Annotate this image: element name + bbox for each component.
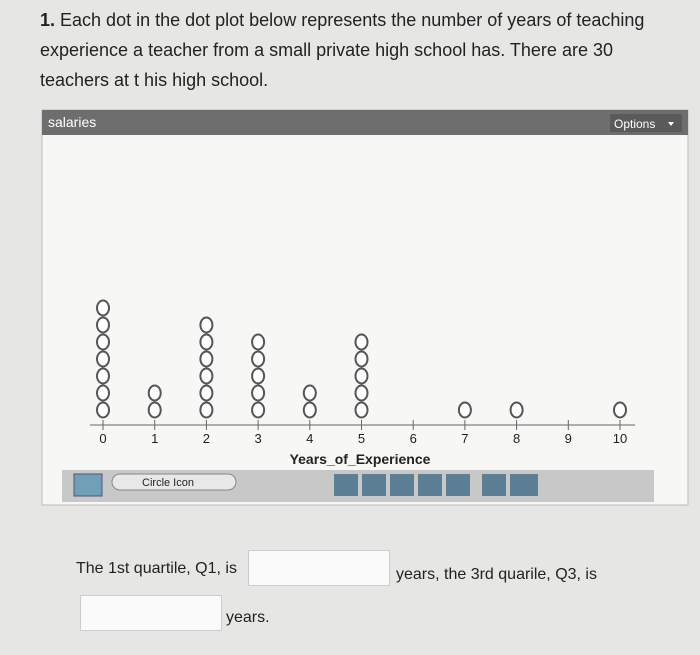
question-line: teachers at t his high school.: [40, 70, 269, 90]
refresh-button[interactable]: [73, 473, 103, 497]
question-number: 1.: [40, 10, 56, 30]
dot: [457, 401, 472, 419]
plot-panel: salaries Options Years_of_Experience Cir…: [41, 109, 689, 506]
tool[interactable]: [362, 474, 386, 496]
end-text: years.: [226, 609, 270, 626]
panel-header: [42, 110, 688, 135]
tool[interactable]: [446, 474, 470, 496]
dot: [509, 401, 524, 419]
x-tick-label: 4: [306, 431, 313, 446]
x-tick-label: 6: [410, 431, 417, 446]
options-button[interactable]: [610, 114, 682, 132]
dot: [354, 401, 369, 419]
dot-column: [302, 384, 317, 419]
dot: [302, 401, 317, 419]
dot: [96, 350, 110, 368]
dot: [251, 401, 266, 419]
tool[interactable]: [418, 474, 442, 496]
dot-column: [251, 333, 266, 419]
dot-column: [613, 401, 627, 419]
x-tick-label: 1: [151, 431, 158, 446]
x-tick-label: 10: [613, 431, 627, 446]
question-line: experience a teacher from a small privat…: [40, 40, 613, 60]
q1-prompt: The 1st quartile, Q1, is: [76, 560, 237, 577]
question-text: Each dot in the dot plot below represent…: [60, 10, 645, 30]
x-tick-label: 5: [358, 431, 365, 446]
tool[interactable]: [482, 474, 506, 496]
x-tick-label: 8: [513, 431, 520, 446]
dot: [199, 333, 214, 351]
dot-column: [457, 401, 472, 419]
dot: [96, 367, 110, 385]
dot: [613, 401, 627, 419]
dot: [147, 401, 162, 419]
options-label[interactable]: Options: [614, 117, 655, 131]
dot: [96, 401, 110, 419]
dropdown[interactable]: [111, 473, 237, 491]
dot: [199, 367, 214, 385]
tool[interactable]: [510, 474, 538, 496]
dot: [199, 384, 214, 402]
dropdown-label[interactable]: Circle Icon: [142, 477, 194, 489]
question-line: 1. Each dot in the dot plot below repres…: [40, 10, 644, 31]
q1-input[interactable]: [248, 550, 390, 586]
dot: [147, 384, 162, 402]
dot: [354, 367, 369, 385]
x-axis-label: Years_of_Experience: [290, 451, 431, 467]
dot: [354, 350, 369, 368]
dot: [354, 333, 369, 351]
dot: [96, 299, 110, 317]
x-tick-label: 9: [565, 431, 572, 446]
dot: [199, 316, 214, 334]
dot: [251, 367, 266, 385]
dot-column: [199, 316, 214, 419]
dot: [96, 384, 110, 402]
dot: [354, 384, 369, 402]
dot: [251, 350, 266, 368]
dot: [251, 333, 266, 351]
q3-prompt: years, the 3rd quarile, Q3, is: [396, 566, 597, 583]
q3-input[interactable]: [80, 595, 222, 631]
dot-column: [509, 401, 524, 419]
dot-column: [147, 384, 162, 419]
dot-column: [354, 333, 369, 419]
dot: [302, 384, 317, 402]
dot-column: [96, 299, 110, 419]
x-tick-label: 3: [254, 431, 261, 446]
dot: [199, 350, 214, 368]
x-tick-label: 7: [461, 431, 468, 446]
panel-frame: [41, 109, 689, 506]
panel-title: salaries: [48, 114, 96, 130]
x-tick-label: 2: [203, 431, 210, 446]
dot: [199, 401, 214, 419]
dot: [96, 316, 110, 334]
x-tick-label: 0: [99, 431, 106, 446]
tool[interactable]: [390, 474, 414, 496]
dot: [251, 384, 266, 402]
tool-icons: [334, 474, 538, 496]
dot: [96, 333, 110, 351]
options-arrow: [668, 122, 674, 126]
tool[interactable]: [334, 474, 358, 496]
